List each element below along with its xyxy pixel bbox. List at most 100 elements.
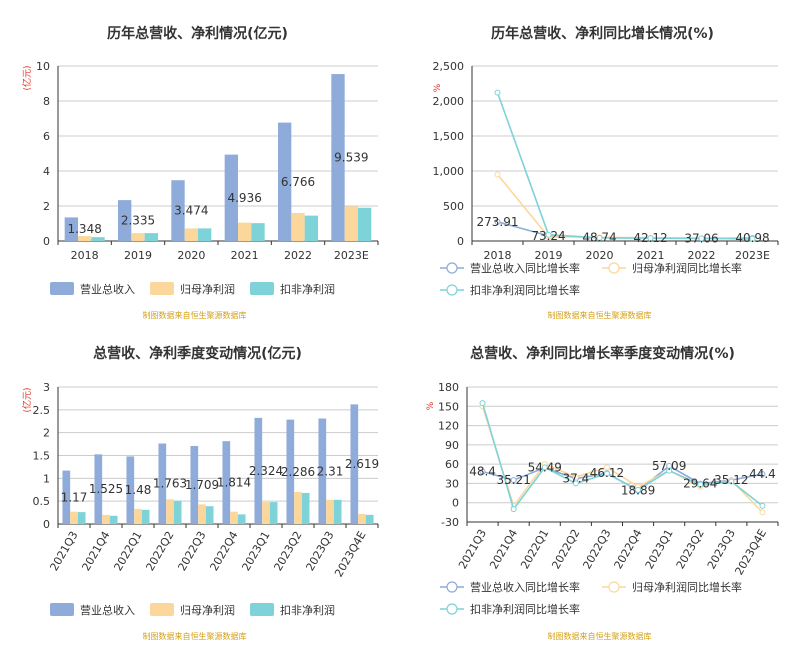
bar-1 xyxy=(358,513,366,524)
bar-0 xyxy=(62,470,71,524)
y-unit-label: (亿元) xyxy=(21,65,33,90)
data-label: 44.4 xyxy=(749,467,776,481)
bar-2 xyxy=(141,509,150,524)
series-point-2 xyxy=(698,235,705,242)
bar-2 xyxy=(173,500,182,524)
series-point-2 xyxy=(545,231,552,238)
x-tick-label: 2023Q3 xyxy=(705,527,738,571)
y-tick-label: 0 xyxy=(452,497,459,510)
y-tick-label: 2,000 xyxy=(433,95,465,108)
series-point-2 xyxy=(697,481,704,488)
bar-0 xyxy=(190,445,199,524)
y-tick-label: 150 xyxy=(438,400,459,413)
source-note: 制图数据来自恒生聚源数据库 xyxy=(143,631,247,641)
y-tick-label: 1,000 xyxy=(433,165,465,178)
legend-label: 归母净利润同比增长率 xyxy=(632,261,742,275)
x-tick-label: 2022Q4 xyxy=(208,529,241,573)
chart-title: 总营收、净利季度变动情况(亿元) xyxy=(93,345,302,362)
chart-title: 历年总营收、净利情况(亿元) xyxy=(107,25,288,42)
y-tick-label: 2 xyxy=(43,200,50,213)
bar-0 xyxy=(171,180,185,241)
y-tick-label: 2.5 xyxy=(33,404,51,417)
legend-marker xyxy=(608,262,620,274)
bar-0 xyxy=(94,454,103,524)
series-point-2 xyxy=(572,480,579,487)
y-tick-label: 90 xyxy=(445,439,459,452)
x-tick-label: 2023Q1 xyxy=(240,529,273,573)
series-point-2 xyxy=(749,235,756,242)
legend-label: 归母净利润 xyxy=(180,282,235,296)
annual-revenue-profit-chart: 历年总营收、净利情况(亿元) (亿元) 0 2 4 6 8 10 2018 2019 2020 202… xyxy=(0,0,405,328)
data-label: 4.936 xyxy=(227,191,261,205)
y-tick-label: 1,500 xyxy=(433,130,465,143)
series-point-0 xyxy=(759,471,766,478)
bar-2 xyxy=(333,499,342,524)
data-label: 29.64 xyxy=(683,477,717,491)
legend-swatch xyxy=(250,282,274,295)
legend-marker xyxy=(446,603,458,615)
series-point-2 xyxy=(541,464,548,471)
source-note: 制图数据来自恒生聚源数据库 xyxy=(548,631,652,641)
y-tick-label: 4 xyxy=(43,165,50,178)
legend-label: 扣非净利润 xyxy=(280,282,335,296)
data-label: 48.74 xyxy=(582,231,616,245)
x-tick-label: 2021Q3 xyxy=(48,529,81,573)
x-tick-label: 2021 xyxy=(637,249,665,262)
legend-label: 归母净利润同比增长率 xyxy=(632,580,742,594)
x-tick-label: 2023Q4E xyxy=(732,527,769,577)
data-label: 37.4 xyxy=(562,472,589,486)
legend-label: 营业总收入 xyxy=(80,282,135,296)
quarterly-revenue-profit-svg: 总营收、净利季度变动情况(亿元)(亿元)00.511.522.532021Q32… xyxy=(21,345,379,641)
x-tick-label: 2023Q2 xyxy=(272,529,305,573)
bar-0 xyxy=(286,419,295,524)
bar-0 xyxy=(64,217,78,241)
data-label: 57.09 xyxy=(652,459,686,473)
bar-0 xyxy=(318,418,327,524)
bar-1 xyxy=(326,499,334,524)
bar-2 xyxy=(237,514,246,524)
bar-1 xyxy=(166,499,174,524)
series-line-2 xyxy=(496,92,753,240)
legend-swatch xyxy=(50,603,74,616)
bar-2 xyxy=(269,502,278,524)
y-tick-label: 500 xyxy=(443,200,464,213)
x-tick-label: 2021Q4 xyxy=(80,529,113,573)
bar-2 xyxy=(109,515,118,524)
legend-marker xyxy=(446,284,458,296)
y-tick-label: 1 xyxy=(43,472,50,485)
data-label: 2.335 xyxy=(121,214,155,228)
legend-label: 归母净利润 xyxy=(180,603,235,617)
bar-2 xyxy=(144,233,158,241)
data-label: 1.525 xyxy=(89,482,123,496)
bar-2 xyxy=(205,506,214,524)
series-point-0 xyxy=(479,468,486,475)
y-tick-label: 180 xyxy=(438,381,459,394)
bar-0 xyxy=(222,441,231,524)
legend-swatch xyxy=(50,282,74,295)
bar-2 xyxy=(91,237,105,241)
x-tick-label: 2018 xyxy=(484,249,512,262)
data-label: 6.766 xyxy=(281,175,315,189)
y-unit-label: % xyxy=(433,83,443,92)
x-tick-label: 2018 xyxy=(71,249,99,262)
series-point-2 xyxy=(666,467,673,474)
x-tick-label: 2021 xyxy=(231,249,259,262)
x-tick-label: 2022 xyxy=(284,249,312,262)
data-label: 18.89 xyxy=(621,484,655,498)
data-label: 1.709 xyxy=(185,478,219,492)
series-line-2 xyxy=(481,402,763,511)
bar-2 xyxy=(358,207,372,241)
bar-2 xyxy=(77,512,86,524)
y-tick-label: 1.5 xyxy=(33,450,51,463)
quarterly-growth-rate-svg: 总营收、净利同比增长率季度变动情况(%)% -30 0 30 60 90 120 150 180… xyxy=(426,345,779,641)
x-tick-label: 2019 xyxy=(124,249,152,262)
bar-1 xyxy=(198,504,206,524)
bar-1 xyxy=(230,511,238,524)
source-note: 制图数据来自恒生聚源数据库 xyxy=(143,310,247,320)
data-label: 54.49 xyxy=(528,461,562,475)
bar-1 xyxy=(294,492,302,524)
x-tick-label: 2021Q3 xyxy=(456,527,489,571)
x-tick-label: 2020 xyxy=(177,249,205,262)
legend-label: 营业总收入同比增长率 xyxy=(470,580,580,594)
data-label: 40.98 xyxy=(735,231,769,245)
